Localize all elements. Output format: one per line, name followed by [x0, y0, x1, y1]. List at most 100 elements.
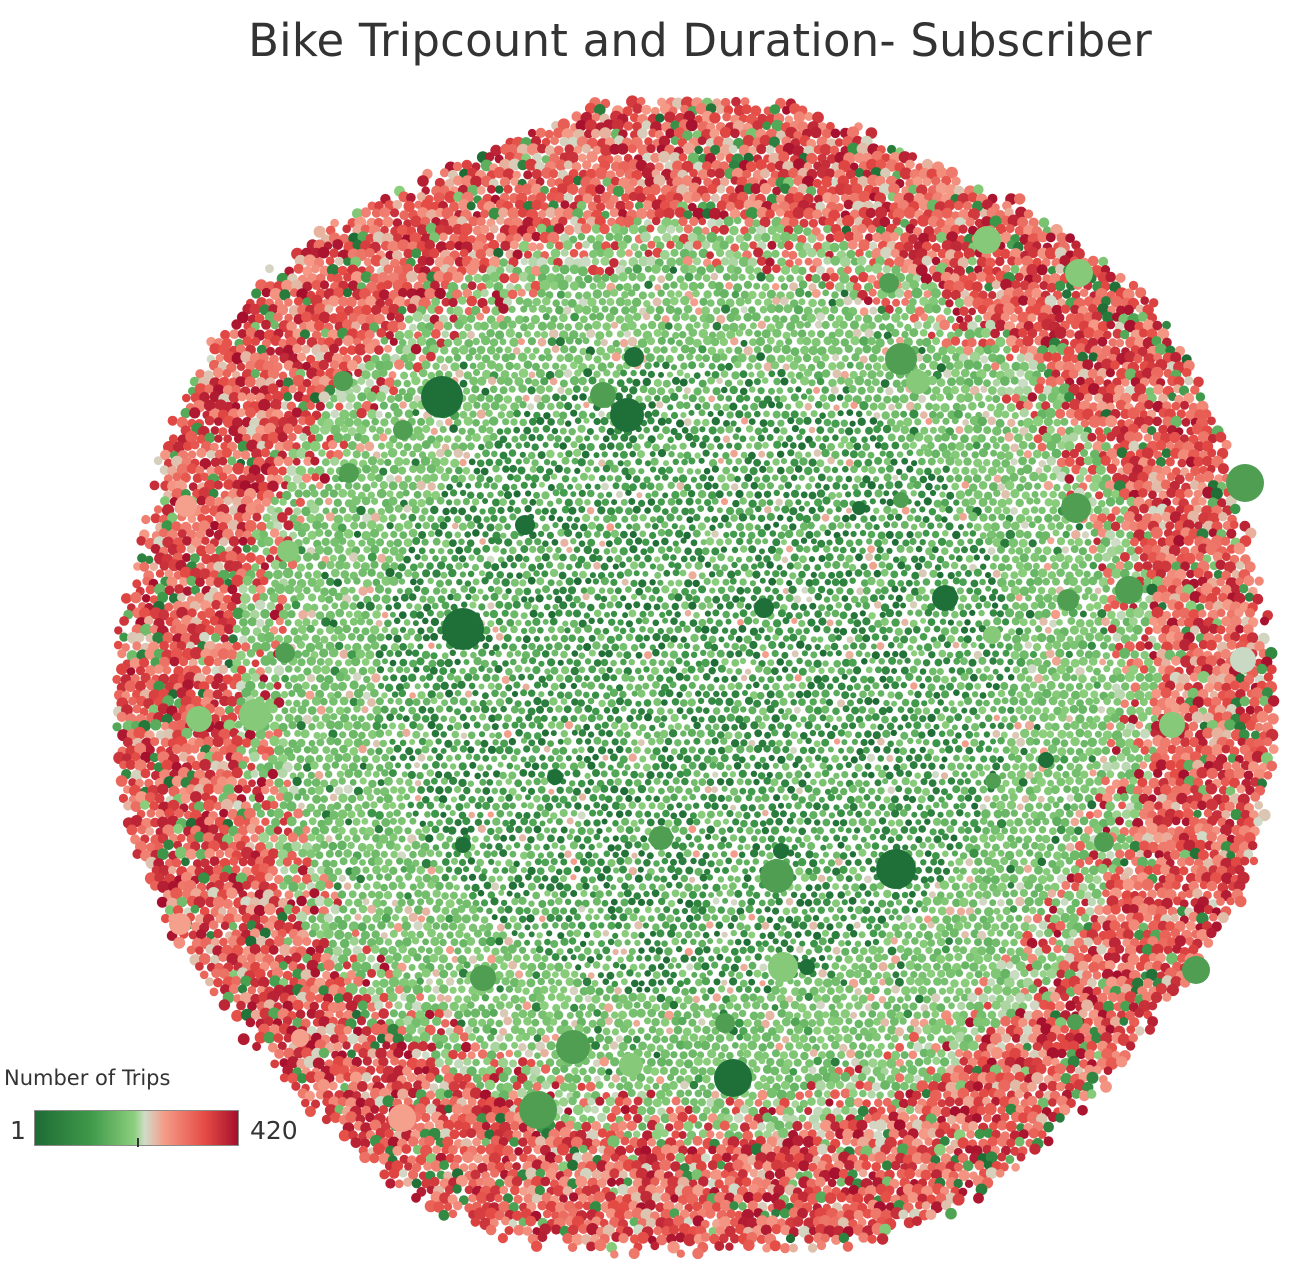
trip-bubble[interactable]	[616, 248, 626, 258]
trip-bubble[interactable]	[623, 121, 634, 131]
trip-bubble[interactable]	[698, 395, 706, 403]
trip-bubble[interactable]	[482, 305, 491, 314]
trip-bubble[interactable]	[439, 457, 449, 466]
trip-bubble[interactable]	[827, 410, 836, 419]
trip-bubble[interactable]	[443, 435, 452, 443]
trip-bubble[interactable]	[507, 207, 520, 220]
trip-bubble[interactable]	[777, 419, 785, 427]
trip-bubble[interactable]	[638, 499, 646, 507]
trip-bubble[interactable]	[575, 531, 583, 539]
trip-bubble[interactable]	[399, 531, 408, 539]
trip-bubble[interactable]	[251, 288, 262, 299]
trip-bubble[interactable]	[252, 512, 262, 522]
trip-bubble[interactable]	[564, 291, 572, 299]
trip-bubble[interactable]	[777, 531, 786, 540]
trip-bubble[interactable]	[738, 273, 746, 281]
trip-bubble[interactable]	[784, 481, 792, 489]
trip-bubble[interactable]	[808, 441, 817, 449]
trip-bubble[interactable]	[993, 408, 1003, 418]
trip-bubble[interactable]	[436, 496, 445, 505]
trip-bubble[interactable]	[416, 464, 426, 474]
trip-bubble[interactable]	[567, 483, 574, 490]
trip-bubble[interactable]	[1011, 412, 1019, 420]
trip-bubble[interactable]	[990, 328, 1000, 339]
trip-bubble[interactable]	[763, 460, 771, 467]
trip-bubble[interactable]	[570, 538, 577, 545]
trip-bubble[interactable]	[439, 168, 450, 178]
trip-bubble[interactable]	[795, 400, 804, 409]
trip-bubble[interactable]	[574, 403, 581, 411]
trip-bubble[interactable]	[398, 466, 407, 475]
trip-bubble[interactable]	[301, 344, 311, 354]
trip-bubble[interactable]	[786, 515, 794, 523]
trip-bubble[interactable]	[469, 376, 479, 386]
trip-bubble[interactable]	[388, 514, 397, 523]
trip-bubble[interactable]	[989, 498, 997, 506]
trip-bubble[interactable]	[901, 506, 910, 515]
trip-bubble[interactable]	[675, 225, 684, 234]
trip-bubble[interactable]	[951, 433, 958, 441]
trip-bubble[interactable]	[417, 498, 426, 508]
trip-bubble[interactable]	[1014, 193, 1026, 205]
trip-bubble[interactable]	[1115, 529, 1125, 539]
trip-bubble[interactable]	[676, 419, 685, 428]
trip-bubble[interactable]	[595, 184, 605, 195]
trip-bubble[interactable]	[841, 355, 849, 362]
trip-bubble[interactable]	[383, 280, 393, 290]
trip-bubble[interactable]	[482, 531, 489, 538]
trip-bubble[interactable]	[650, 106, 660, 116]
trip-bubble[interactable]	[531, 459, 539, 467]
trip-bubble[interactable]	[936, 167, 948, 179]
trip-bubble[interactable]	[628, 224, 639, 235]
trip-bubble[interactable]	[473, 401, 481, 409]
trip-bubble[interactable]	[855, 410, 863, 418]
trip-bubble[interactable]	[980, 385, 988, 393]
trip-bubble[interactable]	[706, 168, 716, 178]
trip-bubble[interactable]	[773, 377, 781, 386]
trip-bubble[interactable]	[670, 392, 679, 402]
trip-bubble[interactable]	[283, 520, 294, 531]
trip-bubble[interactable]	[560, 538, 569, 548]
trip-bubble[interactable]	[375, 538, 385, 547]
trip-bubble[interactable]	[574, 498, 584, 507]
trip-bubble[interactable]	[214, 417, 223, 426]
trip-bubble[interactable]	[535, 127, 546, 138]
trip-bubble[interactable]	[643, 476, 651, 484]
trip-bubble[interactable]	[408, 528, 418, 538]
trip-bubble[interactable]	[555, 497, 563, 505]
trip-bubble[interactable]	[708, 426, 717, 435]
trip-bubble[interactable]	[1043, 417, 1053, 427]
trip-bubble[interactable]	[768, 370, 776, 378]
trip-bubble[interactable]	[418, 531, 427, 539]
trip-bubble[interactable]	[878, 483, 884, 490]
trip-bubble[interactable]	[540, 185, 549, 195]
trip-bubble[interactable]	[574, 417, 582, 425]
trip-bubble[interactable]	[444, 515, 451, 523]
trip-bubble[interactable]	[437, 482, 445, 491]
trip-bubble[interactable]	[662, 282, 670, 291]
trip-bubble[interactable]	[1054, 326, 1067, 339]
trip-bubble[interactable]	[326, 467, 335, 476]
trip-bubble[interactable]	[523, 441, 531, 449]
trip-bubble[interactable]	[638, 291, 648, 300]
trip-bubble[interactable]	[579, 523, 588, 532]
trip-bubble[interactable]	[338, 488, 348, 498]
trip-bubble[interactable]	[286, 465, 298, 476]
trip-bubble[interactable]	[504, 538, 513, 547]
trip-bubble[interactable]	[597, 492, 604, 499]
trip-bubble[interactable]	[690, 539, 698, 547]
trip-bubble[interactable]	[712, 321, 722, 331]
trip-bubble[interactable]	[1038, 217, 1050, 228]
trip-bubble[interactable]	[478, 443, 485, 451]
trip-bubble[interactable]	[923, 497, 932, 506]
trip-bubble[interactable]	[251, 336, 260, 346]
trip-bubble[interactable]	[822, 402, 831, 410]
trip-bubble[interactable]	[922, 353, 932, 364]
trip-bubble[interactable]	[817, 298, 826, 307]
trip-bubble[interactable]	[403, 392, 413, 403]
trip-bubble[interactable]	[945, 184, 957, 196]
trip-bubble[interactable]	[609, 514, 618, 522]
trip-bubble[interactable]	[772, 328, 782, 338]
trip-bubble[interactable]	[829, 242, 840, 253]
trip-bubble[interactable]	[546, 192, 557, 202]
